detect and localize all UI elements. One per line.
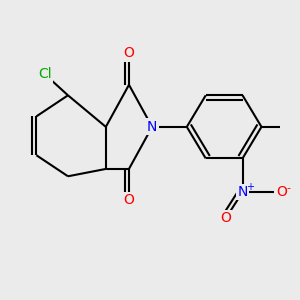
Text: +: + <box>246 182 254 192</box>
Text: O: O <box>124 194 134 208</box>
Text: O: O <box>220 212 231 225</box>
Text: -: - <box>287 183 291 193</box>
Text: Cl: Cl <box>38 67 52 81</box>
Text: O: O <box>276 185 287 199</box>
Text: N: N <box>147 120 157 134</box>
Text: N: N <box>237 185 248 199</box>
Text: O: O <box>124 46 134 60</box>
